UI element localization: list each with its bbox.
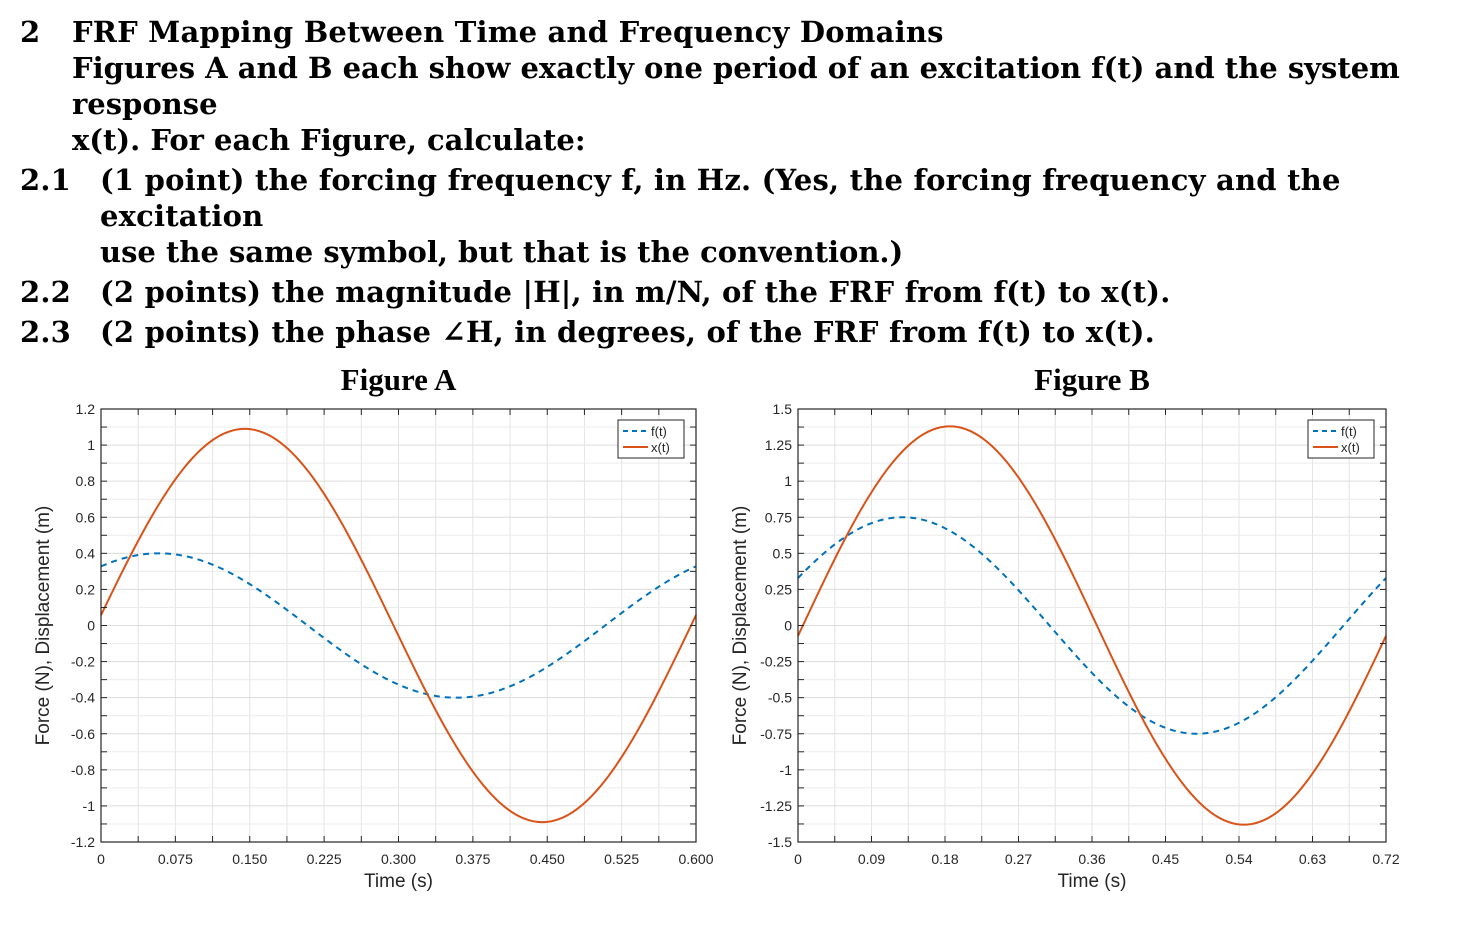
x-tick-label: 0.09 [858,851,885,867]
y-tick-label: -1.2 [71,834,95,850]
legend-label: f(t) [651,424,667,439]
x-tick-label: 0.54 [1225,851,1252,867]
legend-label: f(t) [1341,424,1357,439]
series-line-f [100,552,697,699]
item-2-2: 2.2 (2 points) the magnitude |H|, in m/N… [20,274,1460,310]
x-tick-label: 0.36 [1078,851,1105,867]
x-tick-label: 0.525 [604,851,639,867]
x-tick-label: 0 [97,851,105,867]
legend-label: x(t) [651,440,670,455]
y-tick-label: -1 [780,762,793,778]
x-tick-label: 0.450 [530,851,565,867]
item-text: (1 point) the forcing frequency f, in Hz… [100,163,1341,233]
y-tick-label: -0.2 [71,654,95,670]
y-tick-label: -0.5 [768,690,792,706]
x-tick-label: 0.63 [1299,851,1326,867]
item-text-continued: use the same symbol, but that is the con… [100,235,904,269]
y-axis-label: Force (N), Displacement (m) [730,506,751,746]
item-number: 2.1 [20,163,72,197]
item-text: (2 points) the magnitude |H|, in m/N, of… [100,275,1171,309]
x-tick-label: 0.18 [931,851,958,867]
legend-box [617,419,685,459]
x-tick-label: 0.075 [158,851,193,867]
y-tick-label: 1.25 [765,437,792,453]
y-tick-label: -0.6 [71,726,95,742]
problem-title: FRF Mapping Between Time and Frequency D… [72,15,944,49]
y-tick-label: 0.8 [76,473,96,489]
y-tick-label: -0.75 [760,726,792,742]
item-number: 2.3 [20,315,72,349]
item-2-1: 2.1 (1 point) the forcing frequency f, i… [20,162,1460,234]
y-tick-label: 0.75 [765,509,792,525]
y-tick-label: -1.5 [768,834,792,850]
x-axis-label: Time (s) [364,871,433,892]
problem-text: 2 FRF Mapping Between Time and Frequency… [20,14,1460,350]
item-2-3: 2.3 (2 points) the phase ∠H, in degrees,… [20,314,1460,350]
series-line-f [797,516,1387,735]
y-tick-label: 0.6 [76,509,96,525]
y-tick-label: 0.4 [76,545,96,561]
y-tick-label: -1 [83,798,96,814]
problem-number: 2 [20,15,41,49]
problem-heading: 2 FRF Mapping Between Time and Frequency… [20,14,1460,50]
x-tick-label: 0.600 [678,851,713,867]
y-tick-label: 1 [784,473,792,489]
x-tick-label: 0.45 [1152,851,1179,867]
legend-box [1307,419,1375,459]
x-tick-label: 0.300 [381,851,416,867]
y-tick-label: 1.5 [773,401,793,417]
y-tick-label: -0.25 [760,654,792,670]
x-tick-label: 0.375 [455,851,490,867]
y-tick-label: 0 [784,618,792,634]
x-axis-label: Time (s) [1058,871,1127,892]
y-tick-label: -0.4 [71,690,95,706]
y-tick-label: -0.8 [71,762,95,778]
y-tick-label: 0.25 [765,581,792,597]
x-tick-label: 0.27 [1005,851,1032,867]
x-tick-label: 0.72 [1372,851,1399,867]
x-tick-label: 0.225 [307,851,342,867]
problem-intro-line1: Figures A and B each show exactly one pe… [72,51,1400,121]
y-axis-label: Force (N), Displacement (m) [33,506,54,746]
item-number: 2.2 [20,275,72,309]
y-tick-label: 0 [87,618,95,634]
figure-title: Figure B [1034,362,1150,397]
y-tick-label: -1.25 [760,798,792,814]
x-tick-label: 0 [794,851,802,867]
series-line-x [797,425,1387,826]
y-tick-label: 0.5 [773,545,793,561]
problem-intro-line2: x(t). For each Figure, calculate: [72,123,586,157]
legend-label: x(t) [1341,440,1360,455]
figure-title: Figure A [341,362,457,397]
x-tick-label: 0.150 [232,851,267,867]
y-tick-label: 1.2 [76,401,96,417]
item-text: (2 points) the phase ∠H, in degrees, of … [100,315,1155,349]
y-tick-label: 1 [87,437,95,453]
y-tick-label: 0.2 [76,581,96,597]
series-line-x [100,427,697,824]
